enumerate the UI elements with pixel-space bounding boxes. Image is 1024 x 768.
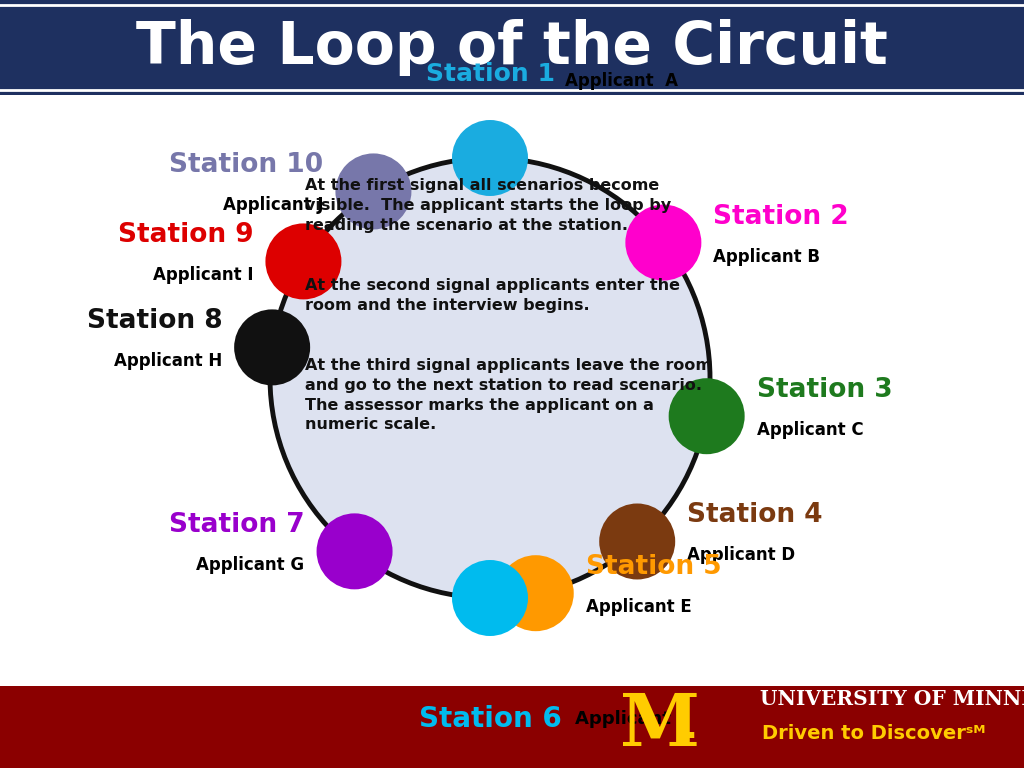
Text: Applicant  A: Applicant A <box>565 72 678 90</box>
Text: Driven to Discoverˢᴹ: Driven to Discoverˢᴹ <box>762 724 985 743</box>
Text: Applicant J: Applicant J <box>223 197 324 214</box>
Text: Station 1: Station 1 <box>426 62 555 86</box>
Circle shape <box>669 378 744 454</box>
Text: M: M <box>620 690 700 760</box>
Bar <box>0 0 1024 95</box>
Text: The Loop of the Circuit: The Loop of the Circuit <box>136 19 888 76</box>
Text: Applicant H: Applicant H <box>114 353 222 370</box>
Circle shape <box>234 310 310 386</box>
Text: At the first signal all scenarios become
visible.  The applicant starts the loop: At the first signal all scenarios become… <box>305 178 671 233</box>
Text: Applicant B: Applicant B <box>714 247 820 266</box>
Text: Station 8: Station 8 <box>86 309 222 334</box>
Circle shape <box>316 513 392 589</box>
Circle shape <box>336 154 412 230</box>
Text: Station 10: Station 10 <box>169 152 324 178</box>
Text: At the third signal applicants leave the room
and go to the next station to read: At the third signal applicants leave the… <box>305 358 712 432</box>
Text: Station 2: Station 2 <box>714 204 849 230</box>
Circle shape <box>270 158 710 598</box>
Text: Applicant I: Applicant I <box>153 266 253 284</box>
Text: Applicant G: Applicant G <box>197 556 304 574</box>
Bar <box>0 686 1024 768</box>
Circle shape <box>265 223 341 300</box>
Text: Applicant C: Applicant C <box>757 421 863 439</box>
Circle shape <box>599 504 675 580</box>
Text: At the second signal applicants enter the
room and the interview begins.: At the second signal applicants enter th… <box>305 278 680 313</box>
Circle shape <box>452 560 528 636</box>
Text: .: . <box>685 712 697 745</box>
Text: Station 5: Station 5 <box>586 554 721 580</box>
Text: Applicant F: Applicant F <box>575 710 689 728</box>
Circle shape <box>626 204 701 280</box>
Circle shape <box>498 555 573 631</box>
Text: Applicant E: Applicant E <box>586 598 691 616</box>
Text: Applicant D: Applicant D <box>687 547 796 564</box>
Text: Station 9: Station 9 <box>118 223 253 248</box>
Text: Station 6: Station 6 <box>419 705 561 733</box>
Text: UNIVERSITY OF MINNESOTA: UNIVERSITY OF MINNESOTA <box>760 689 1024 709</box>
Text: Station 7: Station 7 <box>169 512 304 538</box>
Text: Station 3: Station 3 <box>757 377 892 403</box>
Circle shape <box>452 120 528 196</box>
Text: Station 4: Station 4 <box>687 502 822 528</box>
